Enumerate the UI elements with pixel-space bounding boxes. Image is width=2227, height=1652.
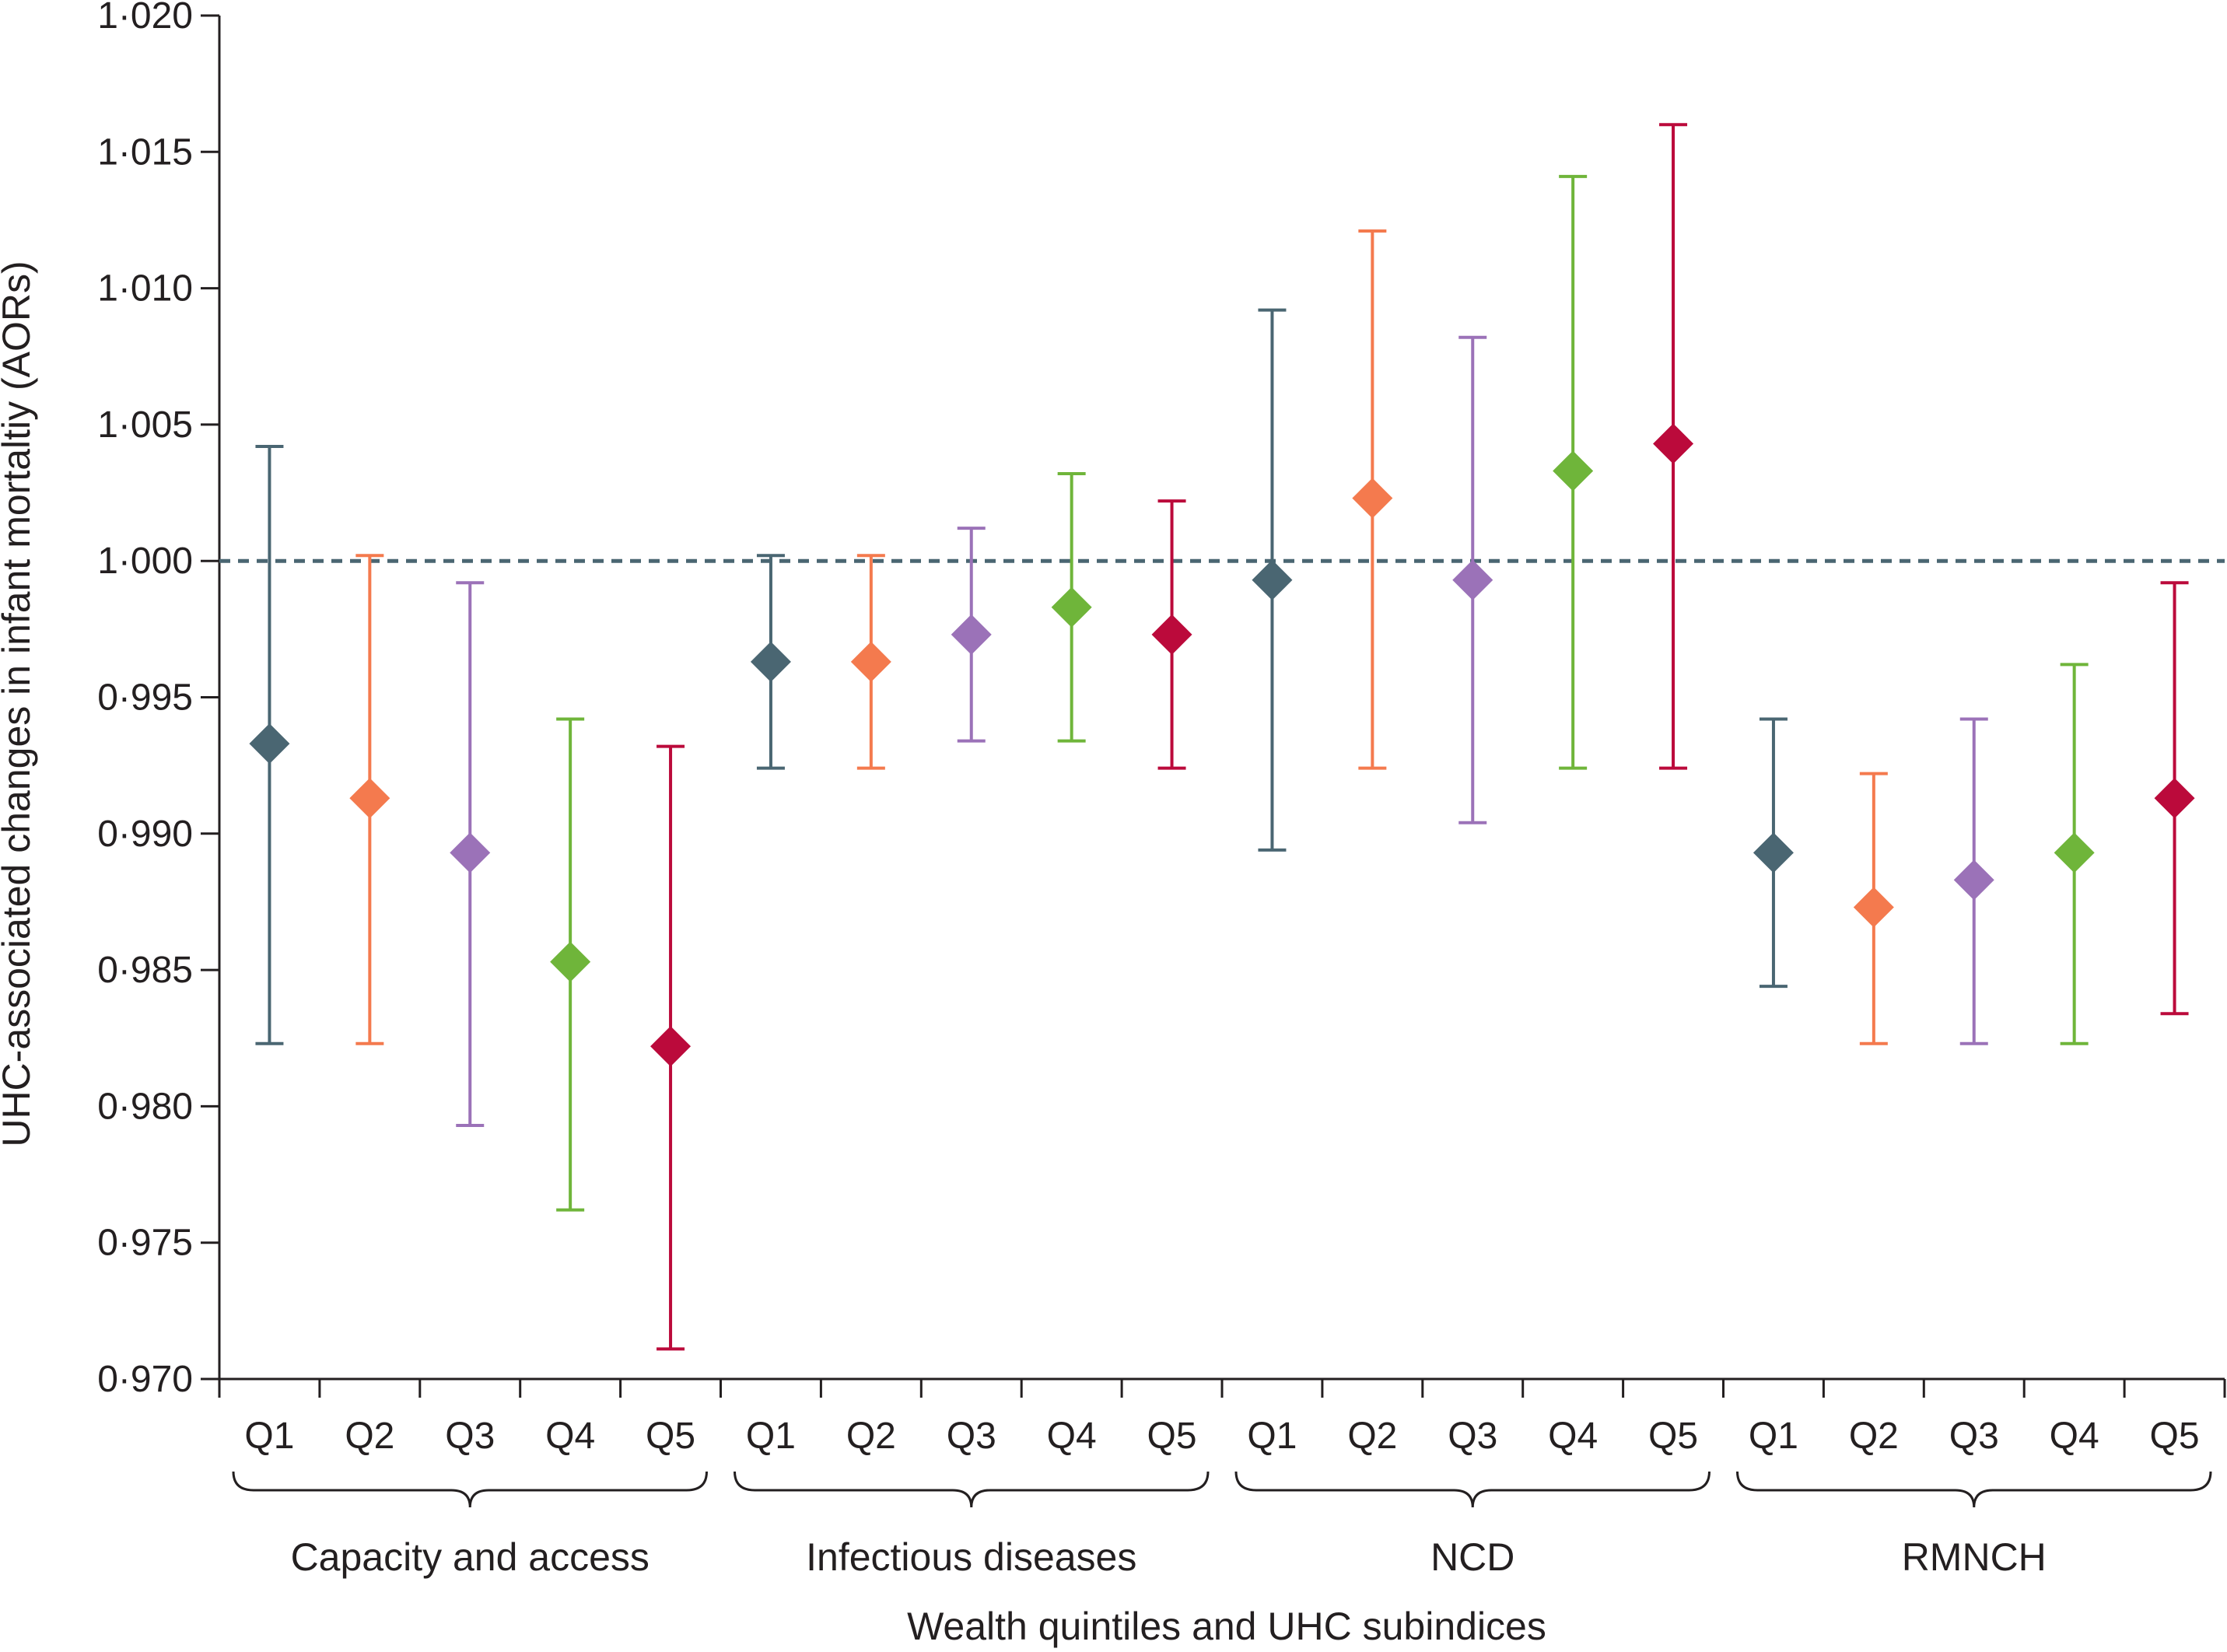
x-tick-label-q4: Q4	[1548, 1416, 1598, 1457]
capacity-and-access-q5-point	[650, 1026, 692, 1067]
ncd-q3-point	[1452, 559, 1493, 600]
group-labels: Capacity and access Infectious diseases NC…	[232, 1471, 2212, 1579]
rmnch-q2-point	[1853, 887, 1894, 928]
y-axis: 0·970 0·975 0·980 0·985 0·990 0·995 1·000 1·005…	[97, 0, 221, 1400]
group-label: Capacity and access	[291, 1535, 650, 1579]
data-marks	[249, 123, 2195, 1351]
x-tick-label-q1: Q1	[244, 1416, 294, 1457]
x-tick-label-q4: Q4	[2050, 1416, 2099, 1457]
group-brace	[1736, 1471, 2212, 1508]
infectious-diseases-q3-point	[951, 614, 992, 655]
rmnch-q1-point	[1753, 832, 1794, 873]
x-tick-label-q5: Q5	[646, 1416, 695, 1457]
y-tick-label: 0·985	[97, 950, 193, 991]
x-tick-label-q2: Q2	[846, 1416, 896, 1457]
x-tick-label-q2: Q2	[1347, 1416, 1397, 1457]
capacity-and-access-q2-point	[349, 778, 390, 819]
y-tick-label: 1·010	[97, 268, 193, 310]
capacity-and-access-q4-point	[550, 941, 591, 982]
x-tick-label-q4: Q4	[1047, 1416, 1097, 1457]
x-tick-label-q1: Q1	[746, 1416, 796, 1457]
infectious-diseases-q1-point	[750, 641, 791, 682]
group-label: RMNCH	[1902, 1535, 2047, 1579]
x-tick-label-q3: Q3	[947, 1416, 996, 1457]
group-brace	[1234, 1471, 1711, 1508]
x-tick-label-q4: Q4	[545, 1416, 595, 1457]
x-tick-label-q2: Q2	[1849, 1416, 1899, 1457]
y-tick-label: 1·015	[97, 131, 193, 173]
y-tick-label: 1·020	[97, 0, 193, 37]
x-tick-label-q1: Q1	[1247, 1416, 1297, 1457]
group-label: NCD	[1430, 1535, 1514, 1579]
x-tick-label-q3: Q3	[1949, 1416, 1999, 1457]
rmnch-q5-point	[2154, 778, 2195, 819]
x-tick-label-q5: Q5	[2150, 1416, 2200, 1457]
infectious-diseases-q2-point	[850, 641, 891, 682]
y-tick-label: 0·980	[97, 1086, 193, 1127]
capacity-and-access-q3-point	[450, 832, 491, 873]
ncd-q2-point	[1352, 478, 1393, 519]
rmnch-q4-point	[2054, 832, 2095, 873]
y-tick-label: 0·970	[97, 1359, 193, 1400]
y-axis-title: UHC-associated changes in infant mortalt…	[0, 261, 38, 1146]
ncd-q4-point	[1553, 450, 1594, 492]
x-tick-label-q2: Q2	[345, 1416, 394, 1457]
y-tick-label: 0·990	[97, 814, 193, 855]
capacity-and-access-q1-point	[249, 723, 290, 765]
y-tick-label: 0·995	[97, 677, 193, 719]
x-tick-label-q3: Q3	[445, 1416, 495, 1457]
rmnch-q3-point	[1953, 859, 1994, 901]
x-tick-label-q1: Q1	[1749, 1416, 1798, 1457]
x-tick-label-q5: Q5	[1648, 1416, 1698, 1457]
x-axis: Q1 Q2 Q3 Q4 Q5 Q1 Q2 Q3 Q4 Q5 Q1 Q2 Q3 Q4 Q5 Q1 Q2 Q3 Q4 Q5	[218, 1377, 2226, 1457]
x-tick-label-q3: Q3	[1448, 1416, 1497, 1457]
group-brace	[232, 1471, 708, 1508]
infectious-diseases-q5-point	[1151, 614, 1192, 655]
ncd-q1-point	[1252, 559, 1293, 600]
group-brace	[734, 1471, 1210, 1508]
x-tick-label-q5: Q5	[1147, 1416, 1197, 1457]
ncd-q5-point	[1653, 423, 1694, 464]
x-axis-title: Wealth quintiles and UHC subindices	[907, 1605, 1546, 1648]
infectious-diseases-q4-point	[1051, 586, 1092, 628]
y-tick-label: 1·005	[97, 404, 193, 446]
group-label: Infectious diseases	[806, 1535, 1136, 1579]
y-tick-label: 0·975	[97, 1223, 193, 1264]
y-tick-label: 1·000	[97, 541, 193, 582]
